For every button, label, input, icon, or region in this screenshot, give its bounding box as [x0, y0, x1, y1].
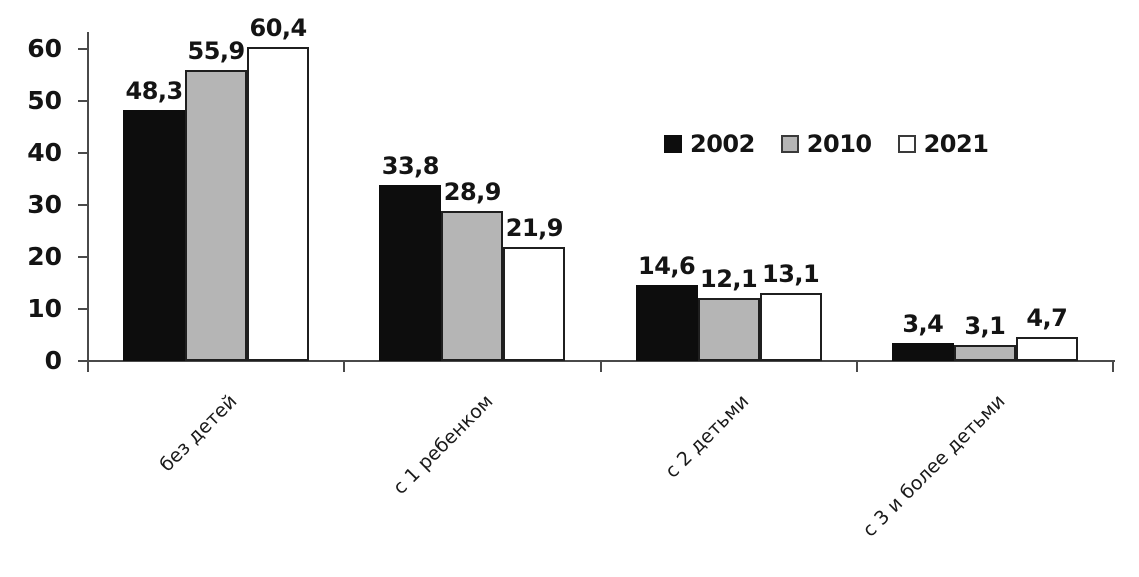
- value-label-2002-category-2: 33,8: [381, 152, 440, 180]
- bar-2021-category-4: [1015, 337, 1078, 361]
- value-label-2002-category-1: 48,3: [125, 77, 184, 105]
- legend-item-2021: 2021: [897, 130, 989, 158]
- legend-label-2010: 2010: [806, 130, 872, 158]
- value-label-2010-category-2: 28,9: [443, 178, 502, 206]
- legend-swatch-2002: [664, 135, 682, 153]
- y-axis-tick-label: 60: [27, 34, 62, 63]
- legend-item-2002: 2002: [664, 130, 755, 158]
- category-label: без детей: [155, 390, 241, 477]
- y-axis-tick: [78, 308, 88, 310]
- bar-2010-category-4: [953, 345, 1016, 361]
- y-axis-tick-label: 30: [27, 190, 62, 219]
- bar-2021-category-1: [247, 47, 310, 361]
- x-axis-tick: [855, 361, 858, 372]
- x-axis-tick: [343, 361, 346, 372]
- bar-2002-category-1: [123, 110, 186, 361]
- bar-2021-category-3: [759, 293, 822, 361]
- bar-2021-category-2: [503, 247, 566, 361]
- y-axis-tick: [78, 48, 88, 50]
- bar-2002-category-2: [379, 185, 442, 361]
- value-label-2021-category-3: 13,1: [762, 260, 820, 288]
- y-axis-tick-label: 50: [27, 86, 62, 115]
- category-label: с 3 и более детьми: [858, 390, 1010, 542]
- y-axis-tick: [78, 204, 88, 206]
- legend: 2002 2010 2021: [664, 130, 989, 158]
- category-label: с 1 ребенком: [388, 390, 498, 499]
- value-label-2010-category-3: 12,1: [700, 265, 758, 293]
- value-label-2021-category-4: 4,7: [1026, 304, 1068, 332]
- y-axis-tick: [78, 256, 88, 258]
- x-axis-line: [88, 360, 1115, 362]
- x-axis-tick: [87, 361, 89, 372]
- legend-swatch-2021: [897, 135, 916, 153]
- bar-2002-category-3: [635, 285, 698, 361]
- y-axis-line: [87, 32, 89, 372]
- bar-2010-category-2: [441, 211, 504, 361]
- legend-label-2002: 2002: [690, 130, 755, 158]
- y-axis-tick-label: 20: [27, 242, 62, 271]
- x-axis-tick: [599, 361, 602, 372]
- y-axis-tick: [78, 100, 88, 102]
- x-axis-tick: [1112, 361, 1114, 372]
- value-label-2021-category-2: 21,9: [505, 214, 564, 242]
- y-axis-tick: [78, 152, 88, 154]
- value-label-2010-category-4: 3,1: [964, 312, 1006, 340]
- bar-2010-category-1: [185, 70, 248, 361]
- y-axis-tick-label: 10: [27, 294, 62, 323]
- bar-2010-category-3: [697, 298, 760, 361]
- legend-label-2021: 2021: [923, 130, 989, 158]
- value-label-2002-category-4: 3,4: [902, 310, 944, 338]
- y-axis-tick: [78, 360, 88, 362]
- value-label-2002-category-3: 14,6: [638, 252, 696, 280]
- category-label: с 2 детьми: [661, 390, 754, 483]
- legend-swatch-2010: [780, 135, 799, 153]
- value-label-2021-category-1: 60,4: [249, 14, 308, 42]
- y-axis-tick-label: 0: [44, 346, 62, 375]
- legend-item-2010: 2010: [780, 130, 872, 158]
- bar-2002-category-4: [891, 343, 954, 361]
- y-axis-tick-label: 40: [27, 138, 62, 167]
- value-label-2010-category-1: 55,9: [187, 37, 246, 65]
